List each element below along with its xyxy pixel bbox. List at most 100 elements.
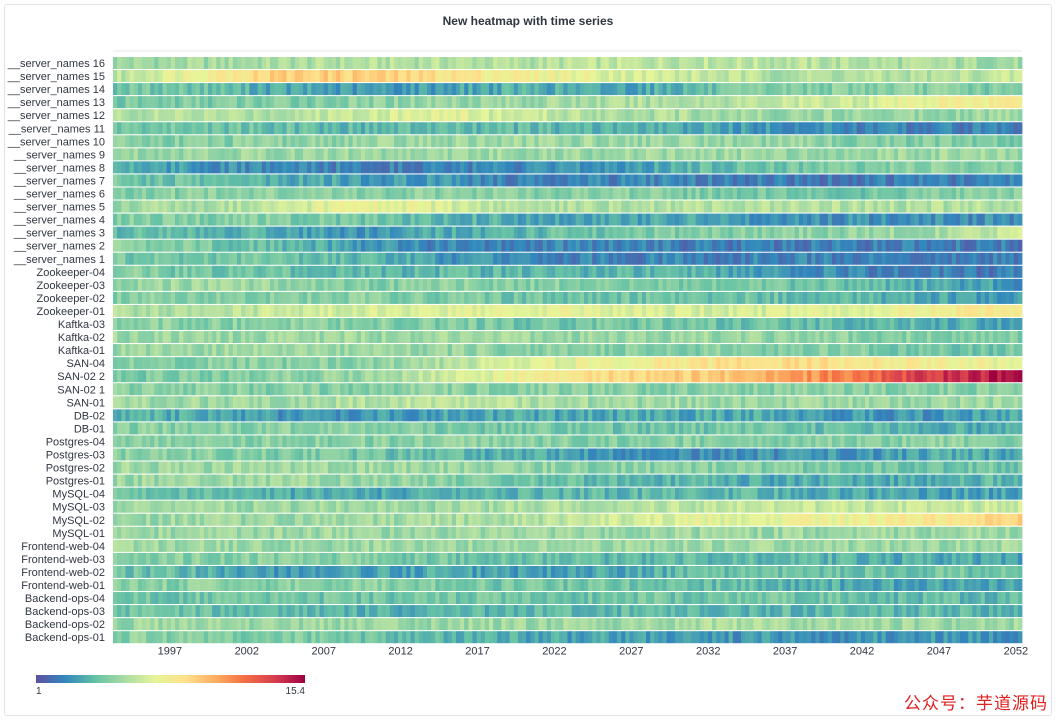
heatmap-cell bbox=[166, 135, 172, 148]
heatmap-row[interactable] bbox=[113, 57, 1023, 69]
heatmap-row[interactable] bbox=[113, 265, 1023, 278]
heatmap-cell bbox=[831, 239, 837, 252]
heatmap-cell bbox=[687, 187, 692, 200]
heatmap-cell bbox=[509, 200, 515, 213]
heatmap-cell bbox=[393, 70, 399, 83]
heatmap-cell bbox=[298, 135, 304, 148]
heatmap-row[interactable] bbox=[113, 200, 1023, 213]
heatmap-cell bbox=[765, 278, 771, 291]
heatmap-cell bbox=[782, 331, 787, 344]
heatmap-row[interactable] bbox=[113, 96, 1023, 109]
heatmap-cell bbox=[542, 109, 548, 122]
heatmap-cell bbox=[889, 57, 895, 69]
heatmap-cell bbox=[662, 200, 668, 213]
heatmap-row[interactable] bbox=[113, 148, 1023, 161]
heatmap-cell bbox=[621, 226, 626, 239]
heatmap-row[interactable] bbox=[113, 318, 1023, 330]
heatmap-cell bbox=[840, 161, 845, 174]
heatmap-cell bbox=[993, 83, 998, 96]
heatmap-cell bbox=[844, 57, 849, 69]
heatmap-cell bbox=[195, 265, 201, 278]
heatmap-cell bbox=[385, 213, 391, 226]
heatmap-cell bbox=[402, 291, 407, 304]
heatmap-cell bbox=[951, 200, 957, 213]
heatmap-cell bbox=[980, 122, 986, 135]
heatmap-cell bbox=[881, 318, 887, 330]
heatmap-cell bbox=[811, 70, 816, 83]
heatmap-row[interactable] bbox=[113, 344, 1023, 357]
heatmap-cell bbox=[943, 213, 949, 226]
heatmap-cell bbox=[137, 278, 143, 291]
heatmap-row[interactable] bbox=[113, 109, 1023, 122]
heatmap-cell bbox=[1009, 161, 1015, 174]
heatmap-cell bbox=[323, 344, 329, 357]
heatmap-row[interactable] bbox=[113, 70, 1023, 83]
heatmap-cell bbox=[303, 200, 308, 213]
heatmap-cell bbox=[493, 161, 498, 174]
heatmap-row[interactable] bbox=[113, 331, 1023, 344]
heatmap-row[interactable] bbox=[113, 304, 1023, 317]
heatmap-row[interactable] bbox=[113, 226, 1023, 239]
heatmap-cell bbox=[831, 278, 837, 291]
heatmap-cell bbox=[365, 70, 370, 83]
heatmap-cell bbox=[414, 174, 420, 187]
heatmap-cell bbox=[166, 318, 172, 330]
heatmap-row[interactable] bbox=[113, 161, 1023, 174]
heatmap-cell bbox=[918, 174, 924, 187]
heatmap-cell bbox=[575, 200, 581, 213]
heatmap-cell bbox=[228, 109, 234, 122]
heatmap-cell bbox=[270, 122, 275, 135]
heatmap-cell bbox=[563, 187, 568, 200]
heatmap-row[interactable] bbox=[113, 291, 1023, 304]
heatmap-cell bbox=[914, 304, 920, 317]
heatmap-cell bbox=[1001, 318, 1006, 330]
heatmap-cell bbox=[402, 252, 407, 265]
heatmap-cell bbox=[344, 57, 349, 69]
heatmap-row[interactable] bbox=[113, 252, 1023, 265]
heatmap-row[interactable] bbox=[113, 239, 1023, 252]
heatmap-cell bbox=[852, 304, 858, 317]
heatmap-row[interactable] bbox=[113, 278, 1023, 291]
heatmap-cell bbox=[427, 122, 432, 135]
heatmap-row[interactable] bbox=[113, 187, 1023, 200]
heatmap-row[interactable] bbox=[113, 213, 1023, 226]
heatmap-cell bbox=[794, 57, 800, 69]
heatmap-cell bbox=[501, 213, 506, 226]
heatmap-cell bbox=[146, 109, 151, 122]
heatmap-row[interactable] bbox=[113, 174, 1023, 187]
heatmap-cell bbox=[988, 83, 994, 96]
heatmap-cell bbox=[736, 96, 742, 109]
heatmap-cell bbox=[195, 148, 201, 161]
heatmap-cell bbox=[154, 318, 159, 330]
heatmap-cell bbox=[282, 252, 287, 265]
heatmap-cell bbox=[133, 70, 139, 83]
heatmap-row[interactable] bbox=[113, 135, 1023, 148]
heatmap-cell bbox=[319, 252, 325, 265]
heatmap-cell bbox=[369, 122, 374, 135]
heatmap-cell bbox=[621, 109, 626, 122]
heatmap-cell bbox=[199, 135, 205, 148]
heatmap-cell bbox=[765, 331, 771, 344]
heatmap-cell bbox=[757, 291, 763, 304]
heatmap-cell bbox=[228, 239, 234, 252]
heatmap-cell bbox=[261, 135, 267, 148]
heatmap-cell bbox=[307, 70, 312, 83]
heatmap-cell bbox=[228, 304, 234, 317]
heatmap-cell bbox=[939, 148, 944, 161]
heatmap-cell bbox=[133, 109, 139, 122]
heatmap-cell bbox=[633, 122, 639, 135]
heatmap-cell bbox=[117, 57, 122, 69]
heatmap-cell bbox=[398, 135, 403, 148]
heatmap-row[interactable] bbox=[113, 122, 1023, 135]
heatmap-row[interactable] bbox=[113, 83, 1023, 96]
heatmap-cell bbox=[162, 161, 168, 174]
heatmap-cell bbox=[113, 109, 118, 122]
heatmap-cell bbox=[588, 109, 593, 122]
heatmap-cell bbox=[885, 70, 891, 83]
heatmap-cell bbox=[298, 109, 304, 122]
heatmap-cell bbox=[344, 226, 349, 239]
heatmap-cell bbox=[356, 344, 362, 357]
heatmap-cell bbox=[315, 278, 320, 291]
heatmap-cell bbox=[133, 187, 139, 200]
